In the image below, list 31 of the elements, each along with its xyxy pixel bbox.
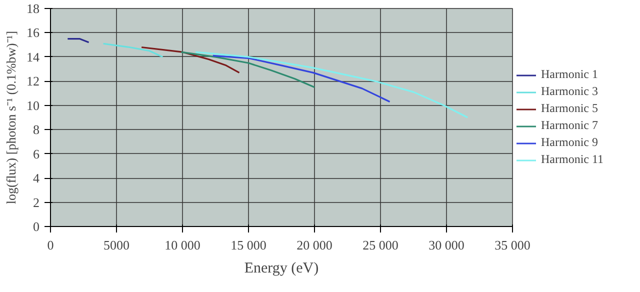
- y-tick-label: 16: [26, 25, 40, 40]
- x-tick-label: 30 000: [428, 238, 464, 252]
- legend-label: Harmonic 11: [541, 152, 604, 167]
- y-tick-label: 14: [26, 49, 40, 64]
- y-tick-label: 8: [33, 122, 40, 138]
- x-tick-label: 20 000: [296, 238, 332, 252]
- y-axis-title: log(flux) [photon s⁻¹ (0.1%bw)⁻¹]: [4, 30, 18, 204]
- legend-label: Harmonic 5: [541, 101, 598, 116]
- x-tick-label: 0: [47, 238, 54, 252]
- y-tick-label: 6: [33, 146, 40, 162]
- x-tick-label: 10 000: [164, 238, 200, 252]
- legend-label: Harmonic 7: [541, 118, 598, 133]
- line-series: [212, 54, 391, 103]
- legend-label: Harmonic 3: [541, 84, 598, 99]
- line-series: [102, 42, 164, 58]
- x-tick-label: 25 000: [362, 238, 398, 252]
- y-tick-label: 2: [33, 194, 40, 210]
- line-series: [194, 51, 468, 118]
- y-tick-label: 12: [26, 74, 40, 89]
- legend-label: Harmonic 1: [541, 67, 598, 82]
- y-tick-label: 10: [26, 98, 40, 113]
- legend-label: Harmonic 9: [541, 135, 598, 150]
- x-axis-title: Energy (eV): [244, 260, 319, 276]
- y-tick-label: 4: [33, 170, 40, 186]
- x-tick-label: 35 000: [494, 238, 530, 252]
- y-tick-label: 18: [26, 1, 40, 16]
- line-series: [180, 51, 316, 88]
- line-series: [140, 46, 240, 74]
- y-tick-label: 0: [33, 219, 40, 234]
- x-tick-label: 15 000: [230, 238, 266, 252]
- x-tick-label: 5000: [104, 238, 130, 252]
